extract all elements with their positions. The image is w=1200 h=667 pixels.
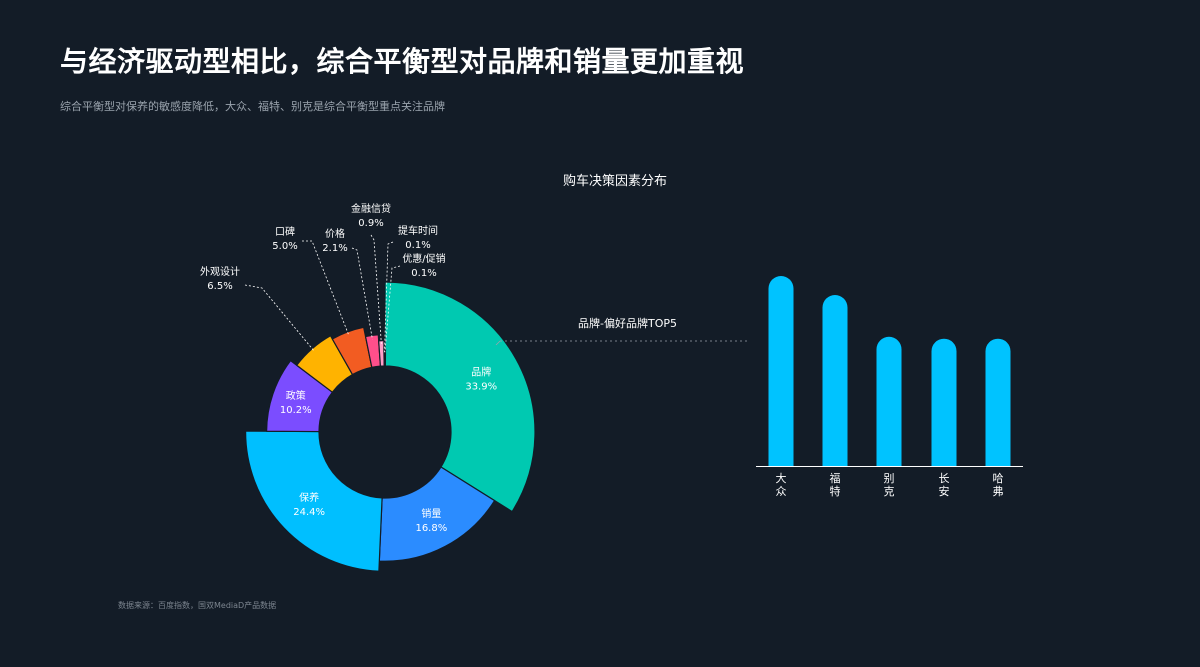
connector-tick	[495, 340, 501, 346]
page-subtitle: 综合平衡型对保养的敏感度降低，大众、福特、别克是综合平衡型重点关注品牌	[60, 100, 445, 113]
data-source-note: 数据来源：百度指数，国双MediaD产品数据	[118, 601, 277, 610]
bar-2	[876, 336, 902, 466]
pie-label-6: 价格	[325, 227, 345, 240]
pie-value-5: 5.0%	[272, 241, 297, 252]
pie-value-1: 16.8%	[415, 523, 447, 534]
pie-slice-0	[384, 281, 536, 513]
pie-leader-7	[370, 234, 382, 345]
bar-category-label-1: 福特	[830, 471, 841, 498]
pie-value-9: 0.1%	[411, 268, 436, 279]
pie-label-5: 口碑	[275, 225, 295, 238]
bar-0	[768, 276, 794, 466]
pie-leader-6	[351, 247, 373, 340]
pie-label-4: 外观设计	[200, 265, 240, 278]
bar-category-label-4: 哈弗	[993, 472, 1004, 498]
bar-chart-title: 品牌-偏好品牌TOP5	[578, 316, 677, 330]
bar-3	[931, 338, 957, 466]
pie-slice-2	[245, 430, 383, 572]
pie-leader-5	[302, 240, 350, 336]
pie-label-0: 品牌	[471, 366, 491, 379]
pie-label-7: 金融信贷	[351, 202, 391, 215]
bar-1	[822, 295, 848, 466]
pie-value-0: 33.9%	[465, 382, 497, 393]
page-title: 与经济驱动型相比，综合平衡型对品牌和销量更加重视	[60, 45, 745, 78]
bar-category-label-3: 长安	[939, 472, 950, 498]
pie-value-4: 6.5%	[207, 281, 232, 292]
pie-chart-title: 购车决策因素分布	[562, 174, 667, 189]
pie-value-6: 2.1%	[322, 243, 347, 254]
pie-value-7: 0.9%	[358, 218, 383, 229]
pie-leader-9	[384, 265, 401, 353]
pie-label-9: 优惠/促销	[402, 252, 445, 265]
pie-label-8: 提车时间	[398, 224, 438, 237]
pie-leader-4	[244, 284, 316, 353]
pie-slice-4	[296, 335, 354, 393]
pie-label-1: 销量	[421, 507, 441, 520]
pie-value-2: 24.4%	[293, 507, 325, 518]
pie-label-3: 政策	[286, 389, 306, 402]
pie-value-8: 0.1%	[405, 240, 430, 251]
pie-value-3: 10.2%	[280, 405, 312, 416]
bar-category-label-2: 别克	[884, 472, 895, 498]
pie-slice-3	[266, 360, 333, 433]
bar-category-label-0: 大众	[776, 471, 787, 498]
pie-label-2: 保养	[299, 491, 319, 504]
pie-leader-8	[384, 241, 394, 353]
bar-4	[985, 338, 1011, 466]
